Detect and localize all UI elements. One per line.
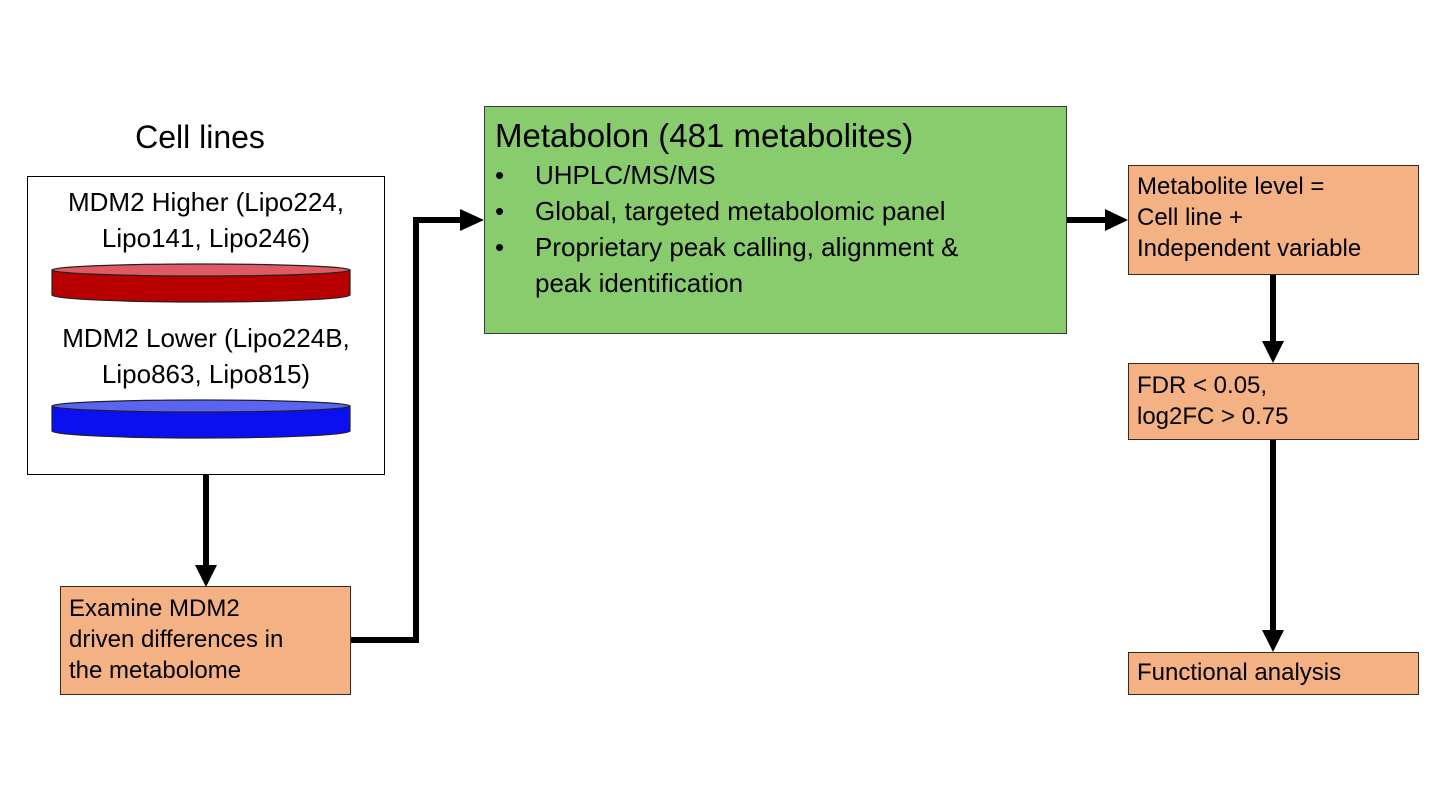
functional-analysis-box: Functional analysis: [1128, 652, 1419, 695]
mdm2-lower-line2: Lipo863, Lipo815): [101, 359, 311, 389]
red-culture-dish-icon: [51, 263, 351, 303]
examine-line2: driven differences in: [69, 626, 284, 653]
arrowhead-down-icon: [1262, 341, 1284, 363]
mdm2-higher-line1: MDM2 Higher (Lipo224,: [67, 187, 344, 217]
functional-analysis-label: Functional analysis: [1137, 659, 1342, 686]
bullet-item: • Proprietary peak calling, alignment &: [495, 229, 1056, 265]
arrowhead-down-icon: [195, 565, 217, 587]
mdm2-lower-label: MDM2 Lower (Lipo224B, Lipo863, Lipo815): [28, 320, 384, 392]
metabolite-level-line1: Metabolite level =: [1137, 173, 1325, 200]
bullet-text: Global, targeted metabolomic panel: [535, 196, 946, 226]
arrow-examine-to-metabolon: [351, 217, 462, 643]
bullet-item: • Global, targeted metabolomic panel: [495, 193, 1056, 229]
metabolite-level-box: Metabolite level = Cell line + Independe…: [1128, 165, 1419, 275]
cell-lines-box: MDM2 Higher (Lipo224, Lipo141, Lipo246) …: [27, 176, 385, 475]
fdr-line2: log2FC > 0.75: [1137, 403, 1289, 430]
bullet-text: peak identification: [535, 268, 744, 298]
bullet-item: • UHPLC/MS/MS: [495, 157, 1056, 193]
metabolite-level-line2: Cell line +: [1137, 204, 1244, 231]
cell-lines-title: Cell lines: [135, 119, 265, 155]
examine-line3: the metabolome: [69, 657, 242, 684]
mdm2-lower-line1: MDM2 Lower (Lipo224B,: [62, 323, 350, 353]
metabolon-title: Metabolon (481 metabolites): [495, 117, 914, 154]
mdm2-higher-line2: Lipo141, Lipo246): [101, 223, 311, 253]
bullet-icon: •: [495, 232, 505, 262]
metabolon-bullet-list: • UHPLC/MS/MS • Global, targeted metabolom…: [495, 157, 1056, 301]
fdr-line1: FDR < 0.05,: [1137, 372, 1268, 399]
fdr-box: FDR < 0.05, log2FC > 0.75: [1128, 363, 1419, 440]
metabolite-level-line3: Independent variable: [1137, 235, 1362, 262]
mdm2-higher-label: MDM2 Higher (Lipo224, Lipo141, Lipo246): [28, 184, 384, 256]
arrowhead-right-icon: [1105, 209, 1128, 231]
examine-line1: Examine MDM2: [69, 595, 240, 622]
blue-culture-dish-icon: [51, 399, 351, 439]
bullet-text: Proprietary peak calling, alignment &: [535, 232, 959, 262]
bullet-item-continuation: peak identification: [495, 265, 1056, 301]
examine-box: Examine MDM2 driven differences in the m…: [60, 586, 351, 695]
metabolon-box: Metabolon (481 metabolites) • UHPLC/MS/MS…: [484, 106, 1067, 334]
arrowhead-right-icon: [460, 209, 484, 231]
arrowhead-down-icon: [1262, 630, 1284, 652]
bullet-text: UHPLC/MS/MS: [535, 160, 716, 190]
bullet-icon: •: [495, 160, 505, 190]
bullet-icon: •: [495, 196, 505, 226]
